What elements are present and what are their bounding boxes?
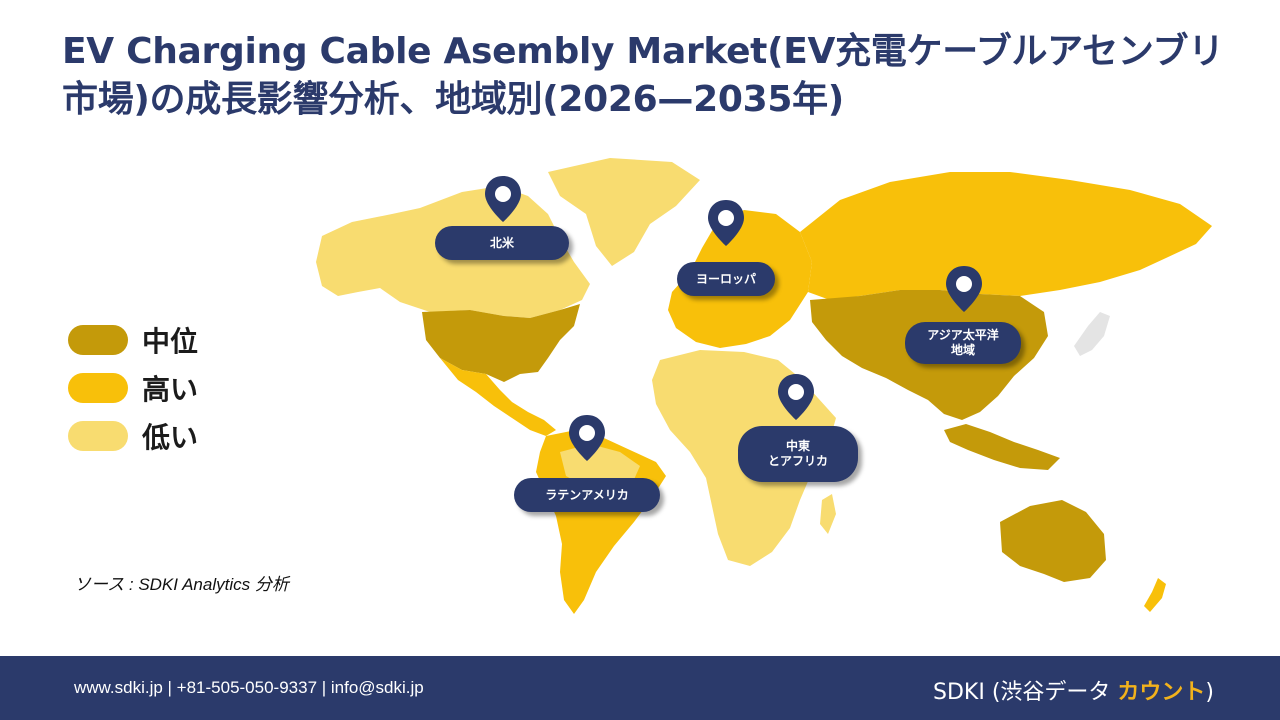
footer-brand-accent: カウント bbox=[1117, 680, 1206, 705]
usa-region bbox=[422, 304, 580, 382]
region-label-europe-text: ヨーロッパ bbox=[695, 271, 756, 286]
legend-item-medium: 中位 bbox=[68, 316, 198, 364]
australia-region bbox=[1000, 500, 1106, 582]
legend-swatch-medium bbox=[68, 325, 128, 355]
page-title: EV Charging Cable Asembly Market(EV充電ケーブ… bbox=[62, 31, 1224, 120]
region-label-asia-pacific-line2: 地域 bbox=[950, 343, 975, 357]
north-america-pin-icon bbox=[485, 176, 521, 222]
legend-label-low: 低い bbox=[142, 421, 199, 454]
new-zealand-region bbox=[1144, 578, 1166, 612]
footer-brand-close: ) bbox=[1205, 680, 1214, 705]
legend-item-high: 高い bbox=[68, 364, 198, 412]
footer-bar: www.sdki.jp | +81-505-050-9337 | info@sd… bbox=[0, 656, 1280, 720]
region-label-north-america: 北米 bbox=[435, 226, 569, 260]
region-label-latin-america: ラテンアメリカ bbox=[514, 478, 660, 512]
latin-america-pin-icon bbox=[569, 415, 605, 461]
legend-swatch-high bbox=[68, 373, 128, 403]
region-label-asia-pacific: アジア太平洋 地域 bbox=[905, 322, 1021, 364]
region-label-europe: ヨーロッパ bbox=[677, 262, 775, 296]
legend-swatch-low bbox=[68, 421, 128, 451]
europe-pin-icon bbox=[708, 200, 744, 246]
footer-brand-main: SDKI (渋谷データ bbox=[933, 680, 1118, 705]
mexico-region bbox=[440, 358, 556, 436]
region-label-latin-america-text: ラテンアメリカ bbox=[545, 487, 629, 502]
region-label-asia-pacific-line1: アジア太平洋 bbox=[927, 328, 999, 342]
legend-label-medium: 中位 bbox=[142, 325, 199, 358]
footer-contact: www.sdki.jp | +81-505-050-9337 | info@sd… bbox=[74, 678, 424, 697]
legend: 中位 高い 低い bbox=[68, 316, 198, 460]
region-label-mea-line2: とアフリカ bbox=[767, 454, 828, 468]
region-label-north-america-text: 北米 bbox=[489, 235, 514, 250]
madagascar-region bbox=[820, 494, 836, 534]
region-label-mea-line1: 中東 bbox=[785, 439, 810, 453]
source-note: ソース : SDKI Analytics 分析 bbox=[74, 575, 289, 594]
footer-brand: SDKI (渋谷データ カウント) bbox=[933, 674, 1214, 706]
region-label-middle-east-africa: 中東 とアフリカ bbox=[738, 426, 858, 482]
greenland-region bbox=[548, 158, 700, 266]
russia-region bbox=[800, 172, 1212, 300]
japan-region bbox=[1074, 312, 1110, 356]
southeast-asia-region bbox=[944, 424, 1060, 470]
legend-label-high: 高い bbox=[142, 373, 199, 406]
middle-east-africa-pin-icon bbox=[778, 374, 814, 420]
legend-item-low: 低い bbox=[68, 412, 198, 460]
asia-pacific-pin-icon bbox=[946, 266, 982, 312]
